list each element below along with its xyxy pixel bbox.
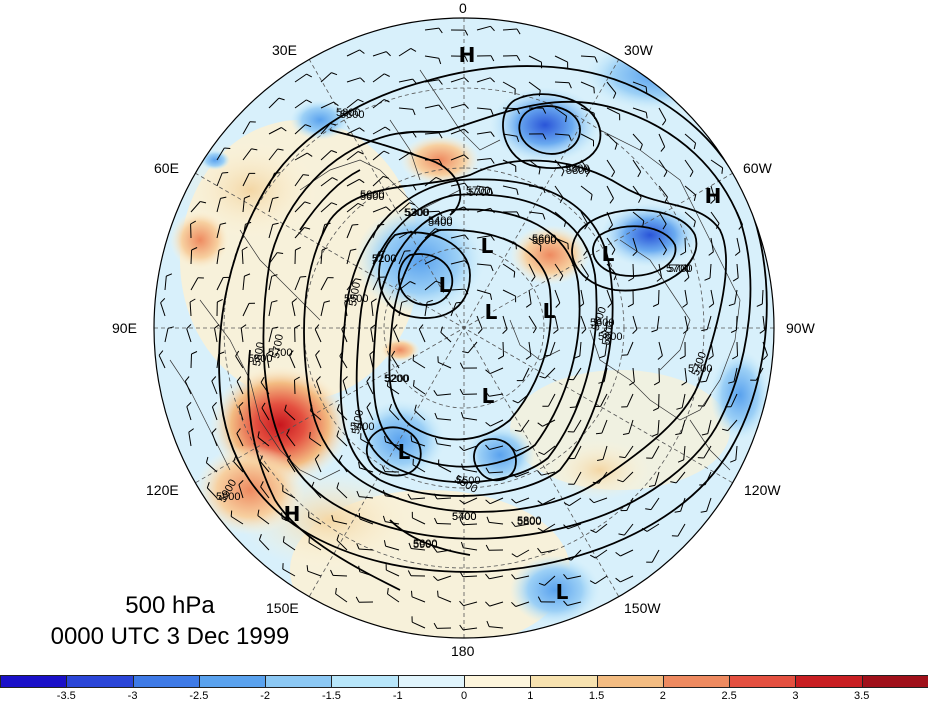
lon-label-90w: 90W bbox=[786, 320, 815, 336]
map-boundary bbox=[153, 17, 775, 639]
colorbar-tick-label: 1 bbox=[527, 690, 534, 702]
lon-label-60e: 60E bbox=[154, 160, 179, 176]
lon-label-150w: 150W bbox=[624, 600, 661, 616]
contour-label: 5600 bbox=[360, 189, 384, 201]
colorbar-segment bbox=[198, 675, 267, 688]
high-pressure-center: H bbox=[284, 502, 301, 526]
pressure-level-title: 500 hPa bbox=[125, 592, 215, 619]
colorbar-segment bbox=[265, 675, 333, 688]
svg-text:5200: 5200 bbox=[385, 373, 409, 385]
contour-label: 5300 bbox=[404, 207, 428, 219]
svg-text:5400: 5400 bbox=[350, 409, 366, 435]
colorbar-segment bbox=[397, 675, 465, 688]
contour-label: 5700 bbox=[268, 347, 292, 359]
svg-text:5800: 5800 bbox=[565, 163, 589, 175]
contour-label: 5200 bbox=[384, 373, 408, 385]
colorbar-tick-label: -1.5 bbox=[321, 690, 341, 702]
contour-label: 5200 bbox=[372, 253, 396, 265]
contour-label: 5700 bbox=[688, 363, 712, 375]
low-pressure-center: L bbox=[398, 440, 411, 464]
valid-time-title: 0000 UTC 3 Dec 1999 bbox=[50, 623, 290, 650]
colorbar-segment bbox=[331, 675, 399, 688]
colorbar-tick-label: 1.5 bbox=[588, 690, 605, 702]
colorbar-tick-label: -3.5 bbox=[56, 690, 76, 702]
contour-label: 5700 bbox=[666, 263, 690, 275]
low-pressure-center: L bbox=[543, 299, 556, 323]
colorbar-segment bbox=[596, 675, 664, 688]
lon-label-30w: 30W bbox=[624, 42, 653, 58]
svg-text:5800: 5800 bbox=[251, 341, 267, 367]
contour-label: 5400 bbox=[428, 215, 452, 227]
svg-text:5600: 5600 bbox=[360, 191, 384, 203]
high-pressure-center: H bbox=[705, 184, 722, 208]
colorbar-tick-label: 3 bbox=[792, 690, 799, 702]
svg-text:5500: 5500 bbox=[347, 281, 363, 307]
lon-label-120e: 120E bbox=[146, 482, 179, 498]
contour-label: 5800 bbox=[336, 107, 360, 119]
contour-label: 5500 bbox=[456, 475, 480, 487]
colorbar-tick-label: 2 bbox=[659, 690, 666, 702]
low-pressure-center: L bbox=[439, 273, 452, 297]
svg-text:5900: 5900 bbox=[413, 539, 437, 551]
svg-text:5200: 5200 bbox=[372, 253, 396, 265]
svg-text:5300: 5300 bbox=[405, 207, 429, 219]
colorbar-segment bbox=[530, 675, 598, 688]
svg-text:5800: 5800 bbox=[340, 109, 364, 121]
high-pressure-center: H bbox=[459, 43, 476, 67]
colorbar-tick-label: 3.5 bbox=[854, 690, 870, 702]
contour-label: 5900 bbox=[216, 491, 240, 503]
colorbar-tick-label: -3 bbox=[127, 690, 138, 702]
contour-label: 5400 bbox=[350, 421, 374, 433]
svg-text:5600: 5600 bbox=[532, 235, 556, 247]
colorbar-segment bbox=[66, 675, 134, 688]
contour-label: 5800 bbox=[566, 165, 590, 177]
svg-text:5700: 5700 bbox=[452, 511, 476, 523]
contour-label: 5500 bbox=[344, 293, 368, 305]
lon-label-180: 180 bbox=[451, 643, 475, 659]
contour-label: 5800 bbox=[598, 331, 622, 343]
colorbar-tick-label: 2.5 bbox=[721, 690, 737, 702]
contour-labels: 5800 5700 5600 5800 5700 5300 5400 5200 … bbox=[216, 107, 712, 550]
colorbar-segment bbox=[795, 675, 863, 688]
low-pressure-center: L bbox=[556, 580, 569, 604]
svg-text:5800: 5800 bbox=[517, 516, 541, 528]
colorbar-segment bbox=[464, 675, 532, 688]
svg-text:5700: 5700 bbox=[468, 187, 492, 199]
contour-label: 5700 bbox=[466, 185, 490, 197]
low-pressure-center: L bbox=[481, 234, 494, 258]
lon-label-90e: 90E bbox=[112, 320, 137, 336]
colorbar-segment bbox=[729, 675, 797, 688]
contour-label: 5800 bbox=[248, 353, 272, 365]
lon-label-0: 0 bbox=[459, 0, 467, 16]
contour-label: 5800 bbox=[517, 515, 541, 527]
contour-label: 5600 bbox=[413, 538, 437, 550]
contour-label: 5600 bbox=[590, 317, 614, 329]
svg-text:5700: 5700 bbox=[270, 333, 286, 359]
svg-text:5400: 5400 bbox=[428, 217, 452, 229]
low-pressure-center: L bbox=[485, 300, 498, 324]
low-pressure-center: L bbox=[602, 242, 615, 266]
lon-label-60w: 60W bbox=[743, 160, 772, 176]
colorbar-tick-label: -1 bbox=[392, 690, 403, 702]
contour-label: 5400 bbox=[452, 511, 476, 523]
svg-text:5800: 5800 bbox=[600, 320, 616, 346]
contour-label: 5600 bbox=[532, 233, 556, 245]
colorbar: -3.5 -3 -2.5 -2 -1.5 -1 0 1 1.5 2 2.5 3 3.5 bbox=[0, 675, 928, 702]
colorbar-tick-label: -2.5 bbox=[189, 690, 209, 702]
lon-label-150e: 150E bbox=[266, 600, 299, 616]
colorbar-segment bbox=[861, 675, 928, 688]
colorbar-tick-label: 0 bbox=[460, 690, 468, 702]
colorbar-segment bbox=[0, 675, 68, 688]
low-pressure-center: L bbox=[482, 384, 495, 408]
colorbar-segment bbox=[662, 675, 731, 688]
colorbar-segment bbox=[132, 675, 200, 688]
colorbar-tick-label: -2 bbox=[260, 690, 271, 702]
lon-label-30e: 30E bbox=[272, 42, 297, 58]
lon-label-120w: 120W bbox=[744, 482, 781, 498]
svg-text:5700: 5700 bbox=[668, 263, 692, 275]
